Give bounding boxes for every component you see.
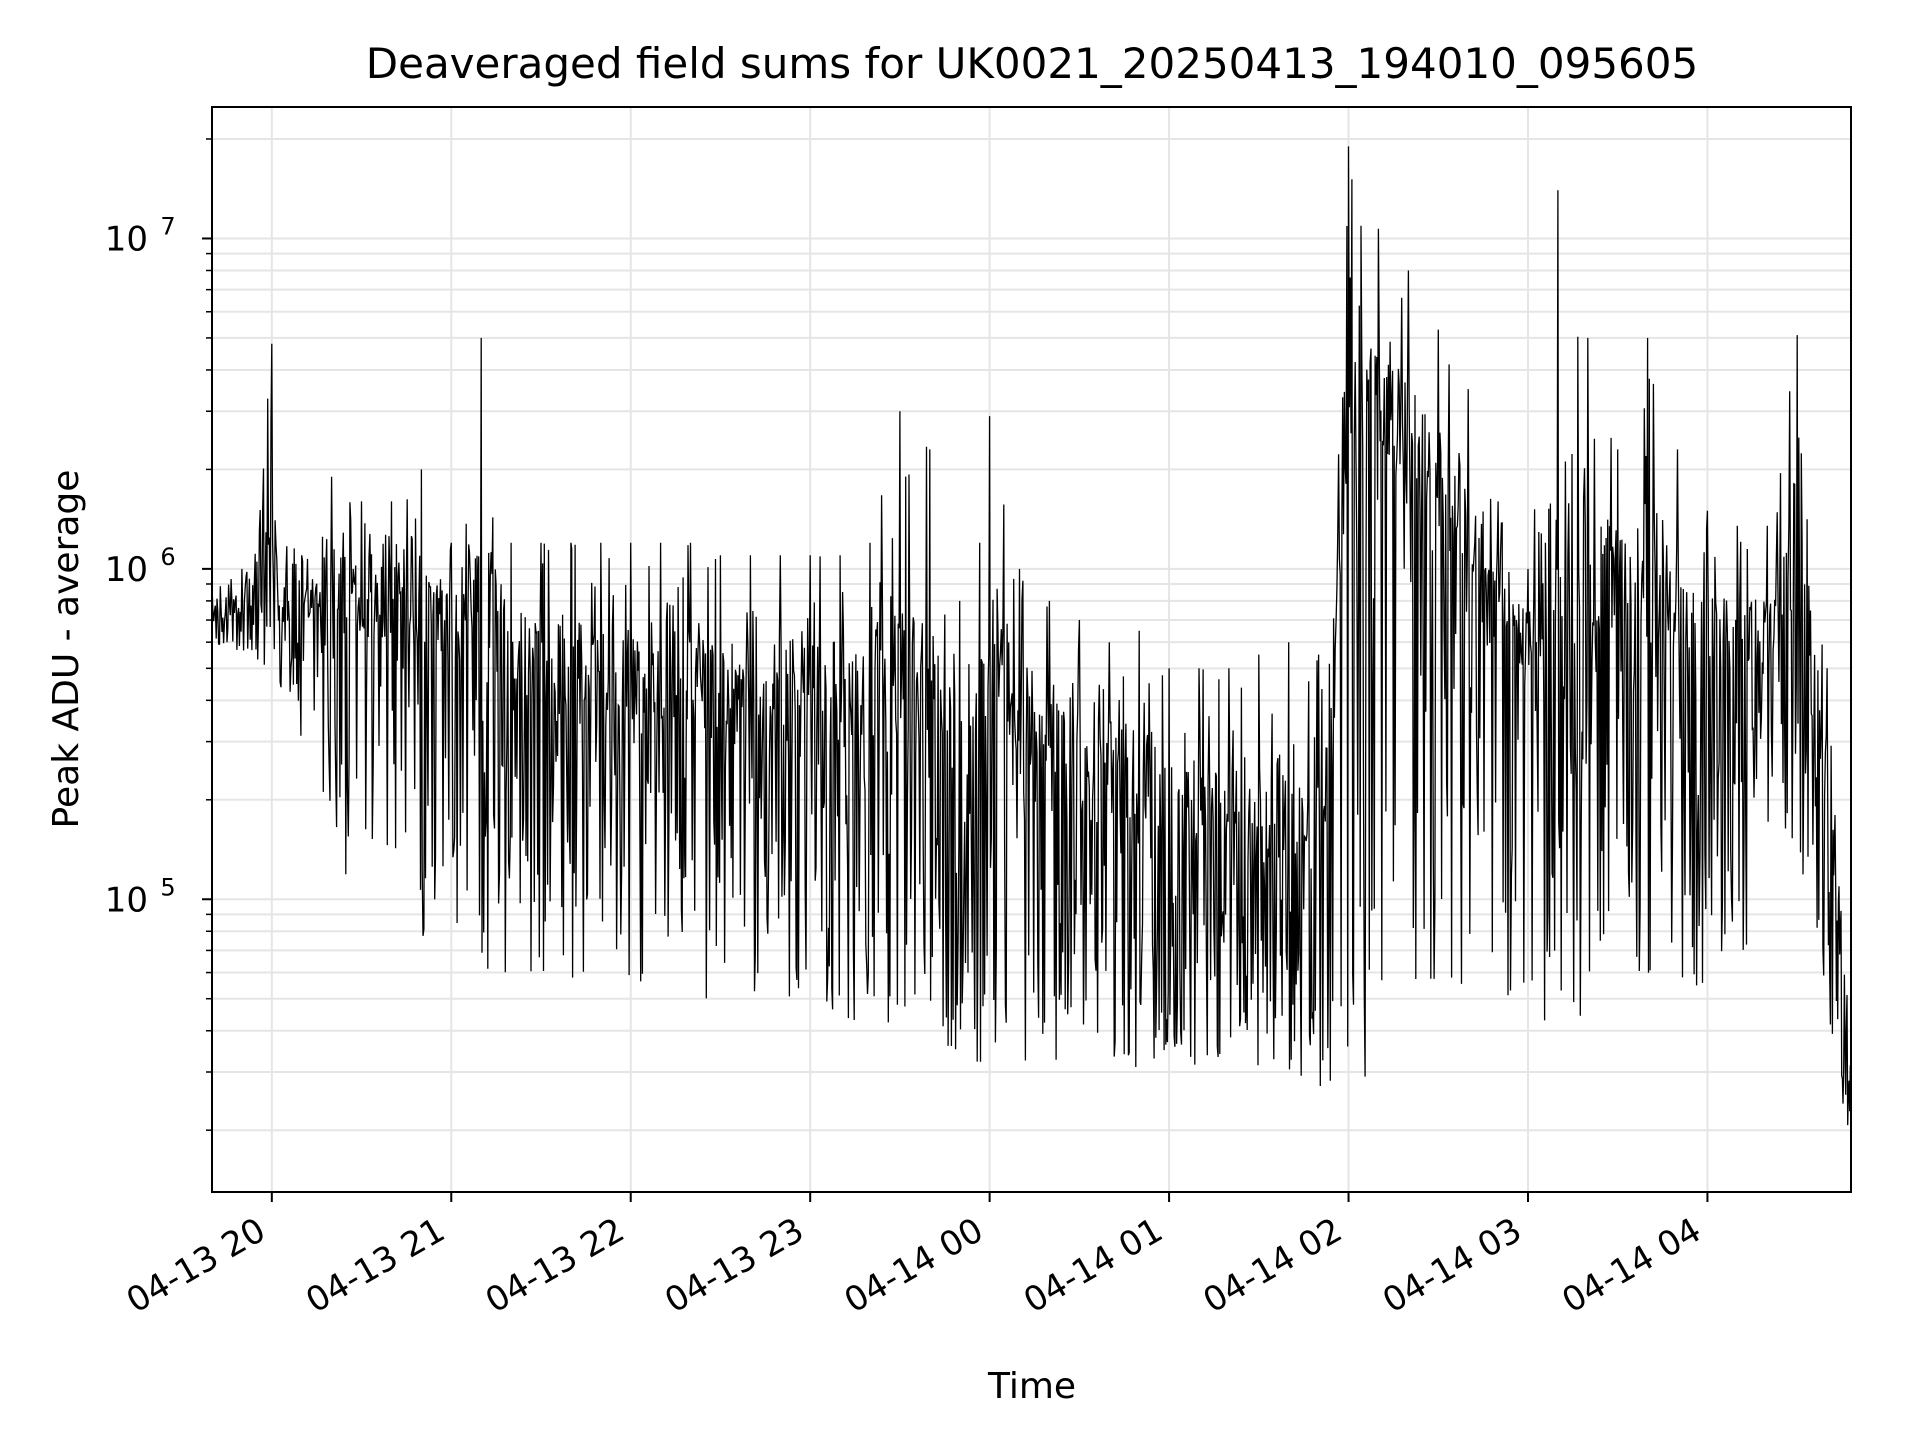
y-tick-label: 10 [105, 219, 148, 259]
plot-frame [211, 106, 1852, 1193]
y-tick-label-exponent: 6 [160, 543, 175, 571]
y-axis-ticks: 10 5 10 6 10 7 [105, 138, 212, 1131]
series-layer [211, 146, 1852, 1126]
y-tick-label-exponent: 5 [160, 873, 175, 901]
y-tick-label-exponent: 7 [160, 212, 175, 240]
chart-title: Deaveraged field sums for UK0021_2025041… [366, 39, 1698, 88]
y-tick-label: 10 [105, 880, 148, 920]
x-axis-label: Time [987, 1366, 1076, 1407]
series-line [211, 146, 1852, 1126]
y-tick-label: 10 [105, 550, 148, 590]
y-axis-label: Peak ADU - average [46, 470, 87, 829]
